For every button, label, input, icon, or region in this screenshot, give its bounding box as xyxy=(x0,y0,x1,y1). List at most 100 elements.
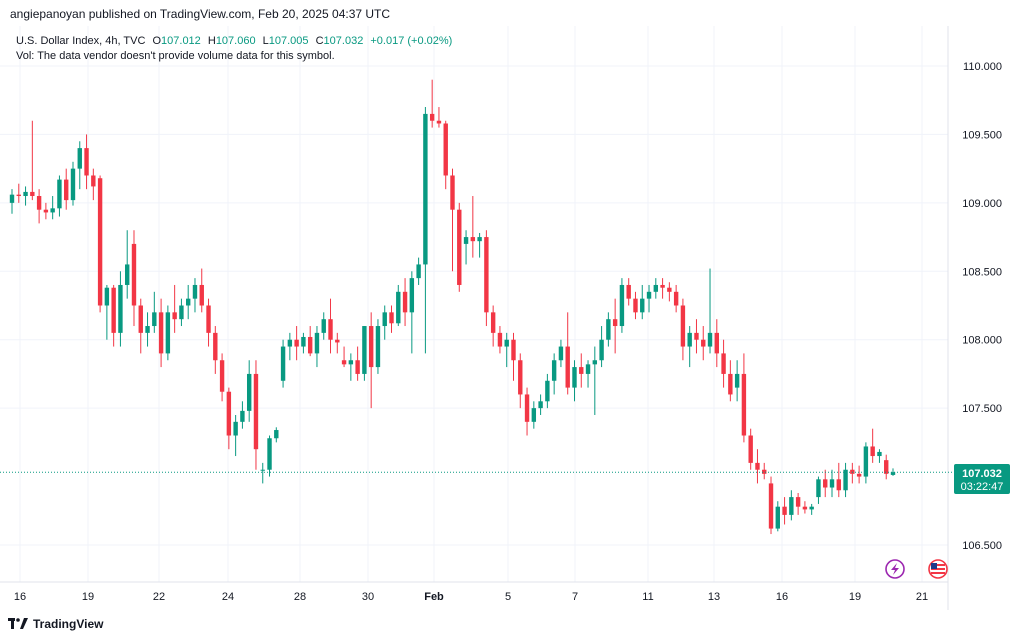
y-tick-label: 106.500 xyxy=(962,540,1002,552)
candle-body xyxy=(497,332,503,347)
candle-body xyxy=(680,305,686,347)
candle xyxy=(179,298,184,327)
candle xyxy=(890,468,896,476)
candle-body xyxy=(579,367,584,374)
candle-body xyxy=(213,332,218,361)
candle-body xyxy=(572,367,577,388)
candle-body xyxy=(558,346,564,361)
candle-body xyxy=(816,479,821,498)
x-tick-label: 5 xyxy=(505,591,511,603)
candle xyxy=(125,230,130,299)
candle xyxy=(233,414,238,457)
candle xyxy=(762,462,767,480)
us-flag-icon[interactable] xyxy=(928,559,948,579)
candle xyxy=(219,353,225,402)
candle xyxy=(321,312,326,340)
candle xyxy=(267,435,272,477)
candle xyxy=(816,476,821,504)
candle-body xyxy=(70,168,76,201)
candle xyxy=(131,230,137,327)
candle xyxy=(518,353,523,409)
candle-body xyxy=(240,410,245,422)
candle-body xyxy=(16,194,21,197)
lightning-icon[interactable] xyxy=(885,559,905,579)
candle xyxy=(457,202,462,292)
candle-body xyxy=(206,305,211,333)
candle xyxy=(186,284,191,320)
change-value: +0.017 (+0.02%) xyxy=(370,35,453,47)
candle-body xyxy=(856,473,862,477)
high-value: 107.060 xyxy=(215,35,256,47)
candle-body xyxy=(260,469,265,471)
candle-body xyxy=(701,339,706,347)
candle xyxy=(111,284,116,347)
low-value: 107.005 xyxy=(268,35,309,47)
y-tick-label: 108.000 xyxy=(962,335,1002,347)
candle-body xyxy=(511,339,516,361)
candle xyxy=(463,230,469,265)
y-tick-label: 110.000 xyxy=(963,61,1002,73)
y-tick-label: 109.500 xyxy=(962,129,1002,141)
x-tick-label: 19 xyxy=(849,591,861,603)
candle-body xyxy=(348,360,354,365)
candle-body xyxy=(307,336,313,354)
candle-body xyxy=(274,430,279,439)
candle xyxy=(795,492,801,515)
x-tick-label: 21 xyxy=(916,591,928,603)
candle xyxy=(301,332,306,354)
candle xyxy=(789,490,794,521)
candle xyxy=(192,278,198,313)
candle xyxy=(64,168,69,210)
candle xyxy=(43,202,49,220)
candle-body xyxy=(490,312,496,333)
candle-body xyxy=(463,237,469,244)
candle xyxy=(389,305,394,333)
candle-body xyxy=(673,291,679,306)
candle-body xyxy=(186,298,191,306)
candle-body xyxy=(9,194,15,203)
candle-body xyxy=(152,312,157,327)
price-badge: 107.032 03:22:47 xyxy=(954,464,1010,494)
candle xyxy=(768,476,774,535)
price-axis: 110.000 109.500 109.000 108.500 108.000 107.5… xyxy=(962,61,1002,552)
candle-body xyxy=(138,305,143,333)
candle-body xyxy=(328,319,333,340)
candle-body xyxy=(321,319,326,333)
candle-body xyxy=(57,179,62,209)
candle-body xyxy=(646,291,652,299)
candle-body xyxy=(612,319,618,327)
candle-body xyxy=(843,469,848,491)
candle xyxy=(606,312,611,347)
candle-body xyxy=(165,312,171,354)
candle xyxy=(511,332,516,381)
candle-body xyxy=(565,346,570,388)
candle xyxy=(246,360,252,422)
candle xyxy=(721,339,726,388)
candle xyxy=(653,278,659,299)
candle-body xyxy=(409,278,415,313)
y-tick-label: 108.500 xyxy=(962,266,1002,278)
candle-body xyxy=(179,305,184,320)
candle xyxy=(809,503,814,515)
candle xyxy=(741,353,747,443)
candle-body xyxy=(829,479,835,488)
candle-body xyxy=(23,191,28,197)
candle xyxy=(660,278,665,299)
candle-body xyxy=(531,408,537,422)
symbol-title: U.S. Dollar Index, 4h, TVC xyxy=(16,35,146,47)
candle xyxy=(836,462,841,498)
candle xyxy=(199,268,204,313)
badge-countdown: 03:22:47 xyxy=(961,481,1004,493)
candle xyxy=(497,326,503,354)
candle xyxy=(348,353,354,381)
candle-body xyxy=(416,264,421,279)
candle xyxy=(701,326,706,361)
candle-body xyxy=(721,353,726,374)
candle xyxy=(545,373,550,409)
candle xyxy=(707,268,713,354)
candle-body xyxy=(518,360,523,395)
candle xyxy=(368,312,374,409)
candle-body xyxy=(592,360,598,365)
candle xyxy=(484,230,489,327)
